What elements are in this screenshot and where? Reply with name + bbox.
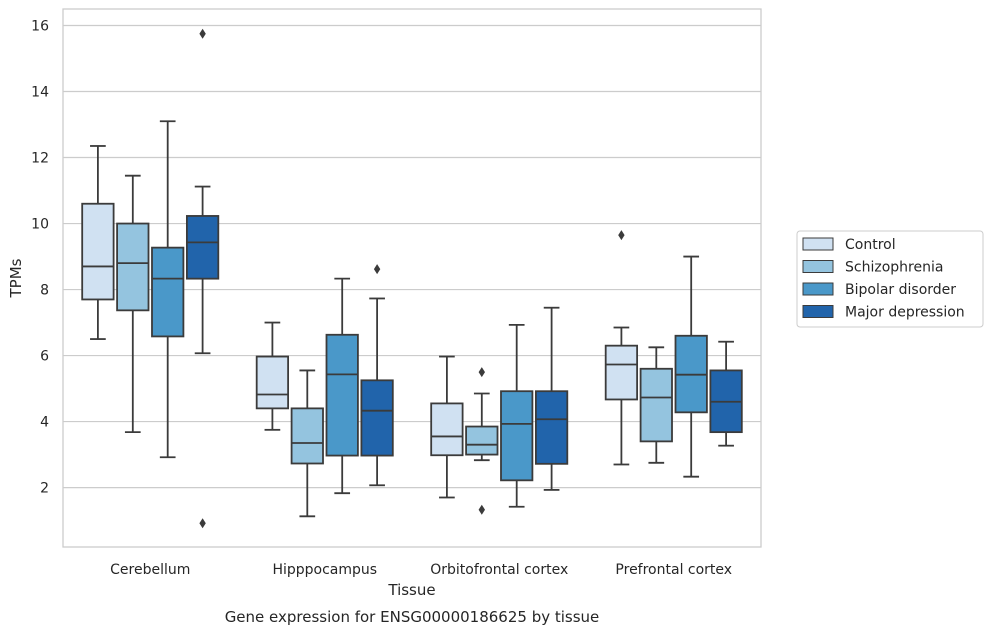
box-iqr — [255, 355, 290, 410]
box-iqr — [500, 390, 534, 482]
outlier-point — [199, 28, 206, 39]
y-tick-label: 6 — [40, 349, 49, 365]
legend-swatch — [802, 305, 834, 318]
legend-label: Bipolar disorder — [845, 282, 956, 298]
boxes — [81, 28, 743, 529]
box-group — [465, 367, 499, 515]
box-group — [290, 369, 324, 518]
box-group — [360, 264, 394, 487]
box-group — [116, 174, 150, 434]
box-iqr — [639, 367, 673, 443]
box-group — [604, 230, 639, 466]
chart-caption: Gene expression for ENSG00000186625 by t… — [225, 608, 600, 626]
box-group — [430, 355, 464, 499]
legend-items: Control Schizophrenia Bipolar disorder Majo… — [802, 237, 965, 321]
legend: Control Schizophrenia Bipolar disorder Majo… — [796, 230, 984, 328]
legend-swatch — [802, 282, 834, 296]
y-tick-labels: 2 4 6 8 10 12 14 16 — [31, 19, 49, 497]
legend-frame — [796, 230, 984, 328]
legend-label: Schizophrenia — [845, 260, 943, 276]
x-axis-label: Tissue — [387, 581, 435, 599]
box-iqr — [534, 390, 569, 465]
box-iqr — [604, 344, 639, 401]
box-group — [325, 277, 359, 495]
box-iqr — [290, 407, 324, 465]
x-tick-label: Prefrontal cortex — [615, 562, 732, 578]
box-group — [709, 340, 743, 447]
x-tick-labels: Cerebellum Hipppocampus Orbitofrontal cort… — [110, 562, 732, 578]
y-tick-label: 10 — [31, 217, 49, 233]
box-iqr — [81, 202, 115, 301]
outlier-point — [199, 518, 206, 529]
legend-label: Control — [845, 237, 896, 253]
box-iqr — [465, 425, 499, 456]
box-iqr — [360, 379, 394, 457]
box-group — [639, 346, 673, 464]
plot-frame — [62, 8, 762, 548]
y-tick-label: 14 — [31, 85, 49, 101]
y-tick-label: 12 — [31, 151, 49, 167]
outlier-point — [478, 367, 485, 378]
legend-label: Major depression — [845, 305, 965, 321]
x-tick-label: Hipppocampus — [272, 562, 377, 578]
box-group — [500, 323, 534, 508]
box-group — [185, 28, 220, 529]
y-axis-label: TPMs — [7, 258, 25, 298]
box-group — [81, 145, 115, 340]
box-iqr — [325, 333, 359, 457]
outlier-point — [618, 230, 625, 241]
box-iqr — [151, 246, 185, 338]
legend-swatch — [802, 237, 834, 251]
box-iqr — [116, 222, 150, 312]
box-group — [151, 120, 185, 459]
y-tick-label: 4 — [40, 415, 49, 431]
box-group — [534, 306, 569, 491]
outlier-point — [478, 504, 485, 515]
box-iqr — [430, 402, 464, 457]
y-tick-label: 16 — [31, 19, 49, 35]
x-tick-label: Orbitofrontal cortex — [430, 562, 568, 578]
outlier-point — [373, 264, 381, 275]
legend-swatch — [802, 260, 834, 273]
y-tick-label: 8 — [40, 283, 49, 299]
box-iqr — [185, 215, 220, 280]
x-tick-label: Cerebellum — [110, 562, 190, 578]
box-group — [674, 255, 708, 478]
y-tick-label: 2 — [40, 481, 49, 497]
box-group — [255, 321, 290, 431]
